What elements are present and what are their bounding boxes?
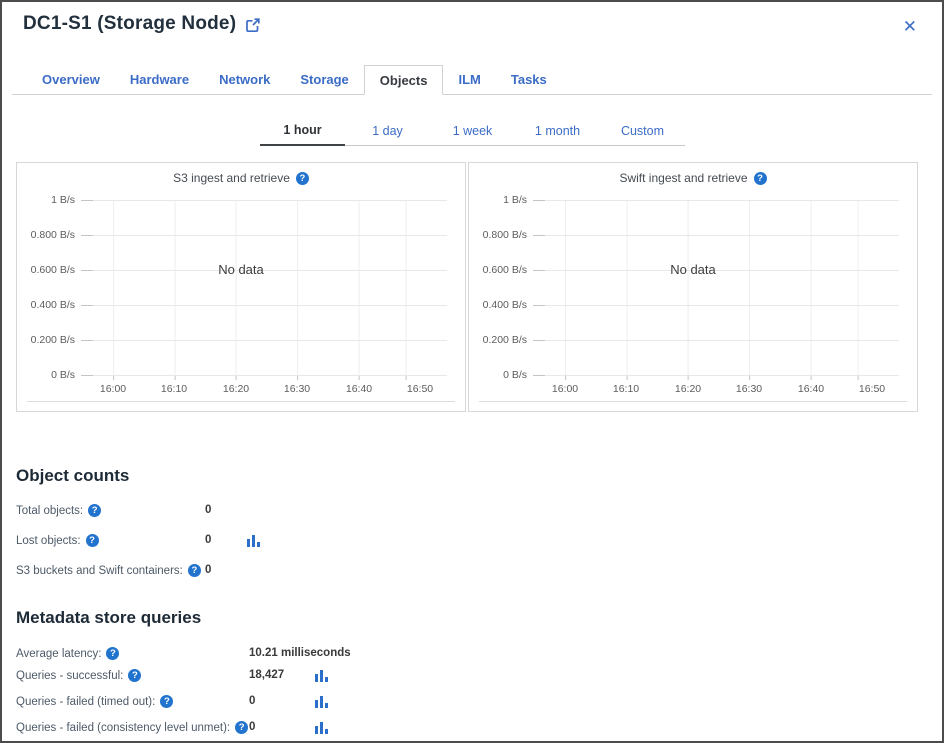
x-tick-label: 16:20 [674, 383, 702, 395]
chart-panel-swift: Swift ingest and retrieve ? 1 B/s 0.800 … [468, 162, 918, 412]
time-range-1-month[interactable]: 1 month [515, 116, 600, 146]
x-tick-label: 16:30 [283, 383, 311, 395]
tab-objects[interactable]: Objects [363, 65, 444, 95]
plot-area [93, 200, 447, 376]
metric-value: 0 [205, 504, 212, 516]
y-tick-label: 0.600 B/s [482, 264, 527, 276]
x-axis-ticks [545, 376, 899, 380]
tab-hardware[interactable]: Hardware [129, 72, 190, 87]
x-tick-label: 16:50 [406, 383, 434, 395]
help-icon[interactable]: ? [88, 504, 102, 517]
no-data-message: No data [218, 262, 264, 277]
x-tick-label: 16:40 [797, 383, 825, 395]
metric-value: 10.21 milliseconds [249, 647, 351, 659]
help-icon[interactable]: ? [106, 647, 120, 660]
y-tick-label: 0 B/s [503, 369, 527, 381]
metric-value: 0 [249, 695, 256, 707]
chart-title-swift: Swift ingest and retrieve ? [469, 171, 917, 185]
x-tick-label: 16:20 [222, 383, 250, 395]
y-tick-label: 0.400 B/s [482, 299, 527, 311]
help-icon[interactable]: ? [160, 695, 174, 708]
y-tick-label: 0.400 B/s [30, 299, 75, 311]
tab-network[interactable]: Network [219, 72, 271, 87]
main-tab-bar: Overview Hardware Network Storage Object… [12, 65, 932, 95]
metric-value: 0 [249, 721, 256, 733]
y-tick-label: 0.200 B/s [30, 334, 75, 346]
y-tick-label: 0.800 B/s [482, 229, 527, 241]
close-icon[interactable]: ✕ [902, 17, 917, 36]
chart-title-s3: S3 ingest and retrieve ? [17, 171, 465, 185]
tab-storage[interactable]: Storage [300, 72, 349, 87]
help-icon[interactable]: ? [753, 171, 767, 185]
x-tick-label: 16:10 [612, 383, 640, 395]
no-data-message: No data [670, 262, 716, 277]
legend-divider [27, 401, 455, 402]
x-tick-label: 16:10 [160, 383, 188, 395]
y-tick-label: 0.200 B/s [482, 334, 527, 346]
help-icon[interactable]: ? [295, 171, 309, 185]
metadata-queries-heading: Metadata store queries [16, 608, 202, 627]
y-tick-label: 0.600 B/s [30, 264, 75, 276]
time-range-1-hour[interactable]: 1 hour [260, 116, 345, 146]
metric-row-queries-successful: Queries - successful:? 18,427 [16, 668, 932, 683]
external-link-icon[interactable] [245, 17, 261, 33]
node-title-text: DC1-S1 (Storage Node) [23, 13, 237, 34]
chart-history-icon[interactable] [315, 668, 329, 683]
time-range-custom[interactable]: Custom [600, 116, 685, 146]
help-icon[interactable]: ? [187, 564, 201, 577]
y-tick-label: 1 B/s [51, 194, 75, 206]
metric-value: 0 [205, 534, 212, 546]
chart-panel-s3: S3 ingest and retrieve ? 1 B/s 0.800 B/s… [16, 162, 466, 412]
object-counts-heading: Object counts [16, 466, 130, 485]
y-tick-label: 0 B/s [51, 369, 75, 381]
chart-history-icon[interactable] [247, 533, 261, 548]
legend-divider [479, 401, 907, 402]
chart-history-icon[interactable] [315, 720, 329, 735]
y-axis-ticks [81, 200, 93, 376]
tab-overview[interactable]: Overview [42, 72, 100, 87]
metric-value: 18,427 [249, 669, 285, 681]
x-axis-ticks [93, 376, 447, 380]
time-range-1-day[interactable]: 1 day [345, 116, 430, 146]
help-icon[interactable]: ? [128, 669, 142, 682]
tab-ilm[interactable]: ILM [458, 72, 481, 87]
y-tick-label: 0.800 B/s [30, 229, 75, 241]
x-tick-label: 16:30 [735, 383, 763, 395]
y-tick-label: 1 B/s [503, 194, 527, 206]
x-tick-label: 16:00 [99, 383, 127, 395]
metric-row-average-latency: Average latency:? 10.21 milliseconds [16, 647, 351, 660]
y-axis-ticks [533, 200, 545, 376]
page-title: DC1-S1 (Storage Node) [23, 13, 261, 35]
tab-tasks[interactable]: Tasks [510, 72, 547, 87]
chart-history-icon[interactable] [315, 694, 329, 709]
x-tick-label: 16:00 [551, 383, 579, 395]
help-icon[interactable]: ? [235, 721, 249, 734]
metric-row-total-objects: Total objects:? 0 [16, 504, 212, 517]
metric-row-queries-failed-consistency: Queries - failed (consistency level unme… [16, 720, 932, 735]
time-range-bar: 1 hour 1 day 1 week 1 month Custom [260, 116, 685, 146]
metric-row-s3-buckets-swift-containers: S3 buckets and Swift containers:? 0 [16, 564, 212, 577]
plot-area [545, 200, 899, 376]
x-tick-label: 16:50 [858, 383, 886, 395]
help-icon[interactable]: ? [85, 534, 99, 547]
metric-row-queries-failed-timed-out: Queries - failed (timed out):? 0 [16, 694, 932, 709]
x-tick-label: 16:40 [345, 383, 373, 395]
metric-value: 0 [205, 564, 212, 576]
time-range-1-week[interactable]: 1 week [430, 116, 515, 146]
metric-row-lost-objects: Lost objects:? 0 [16, 533, 932, 548]
